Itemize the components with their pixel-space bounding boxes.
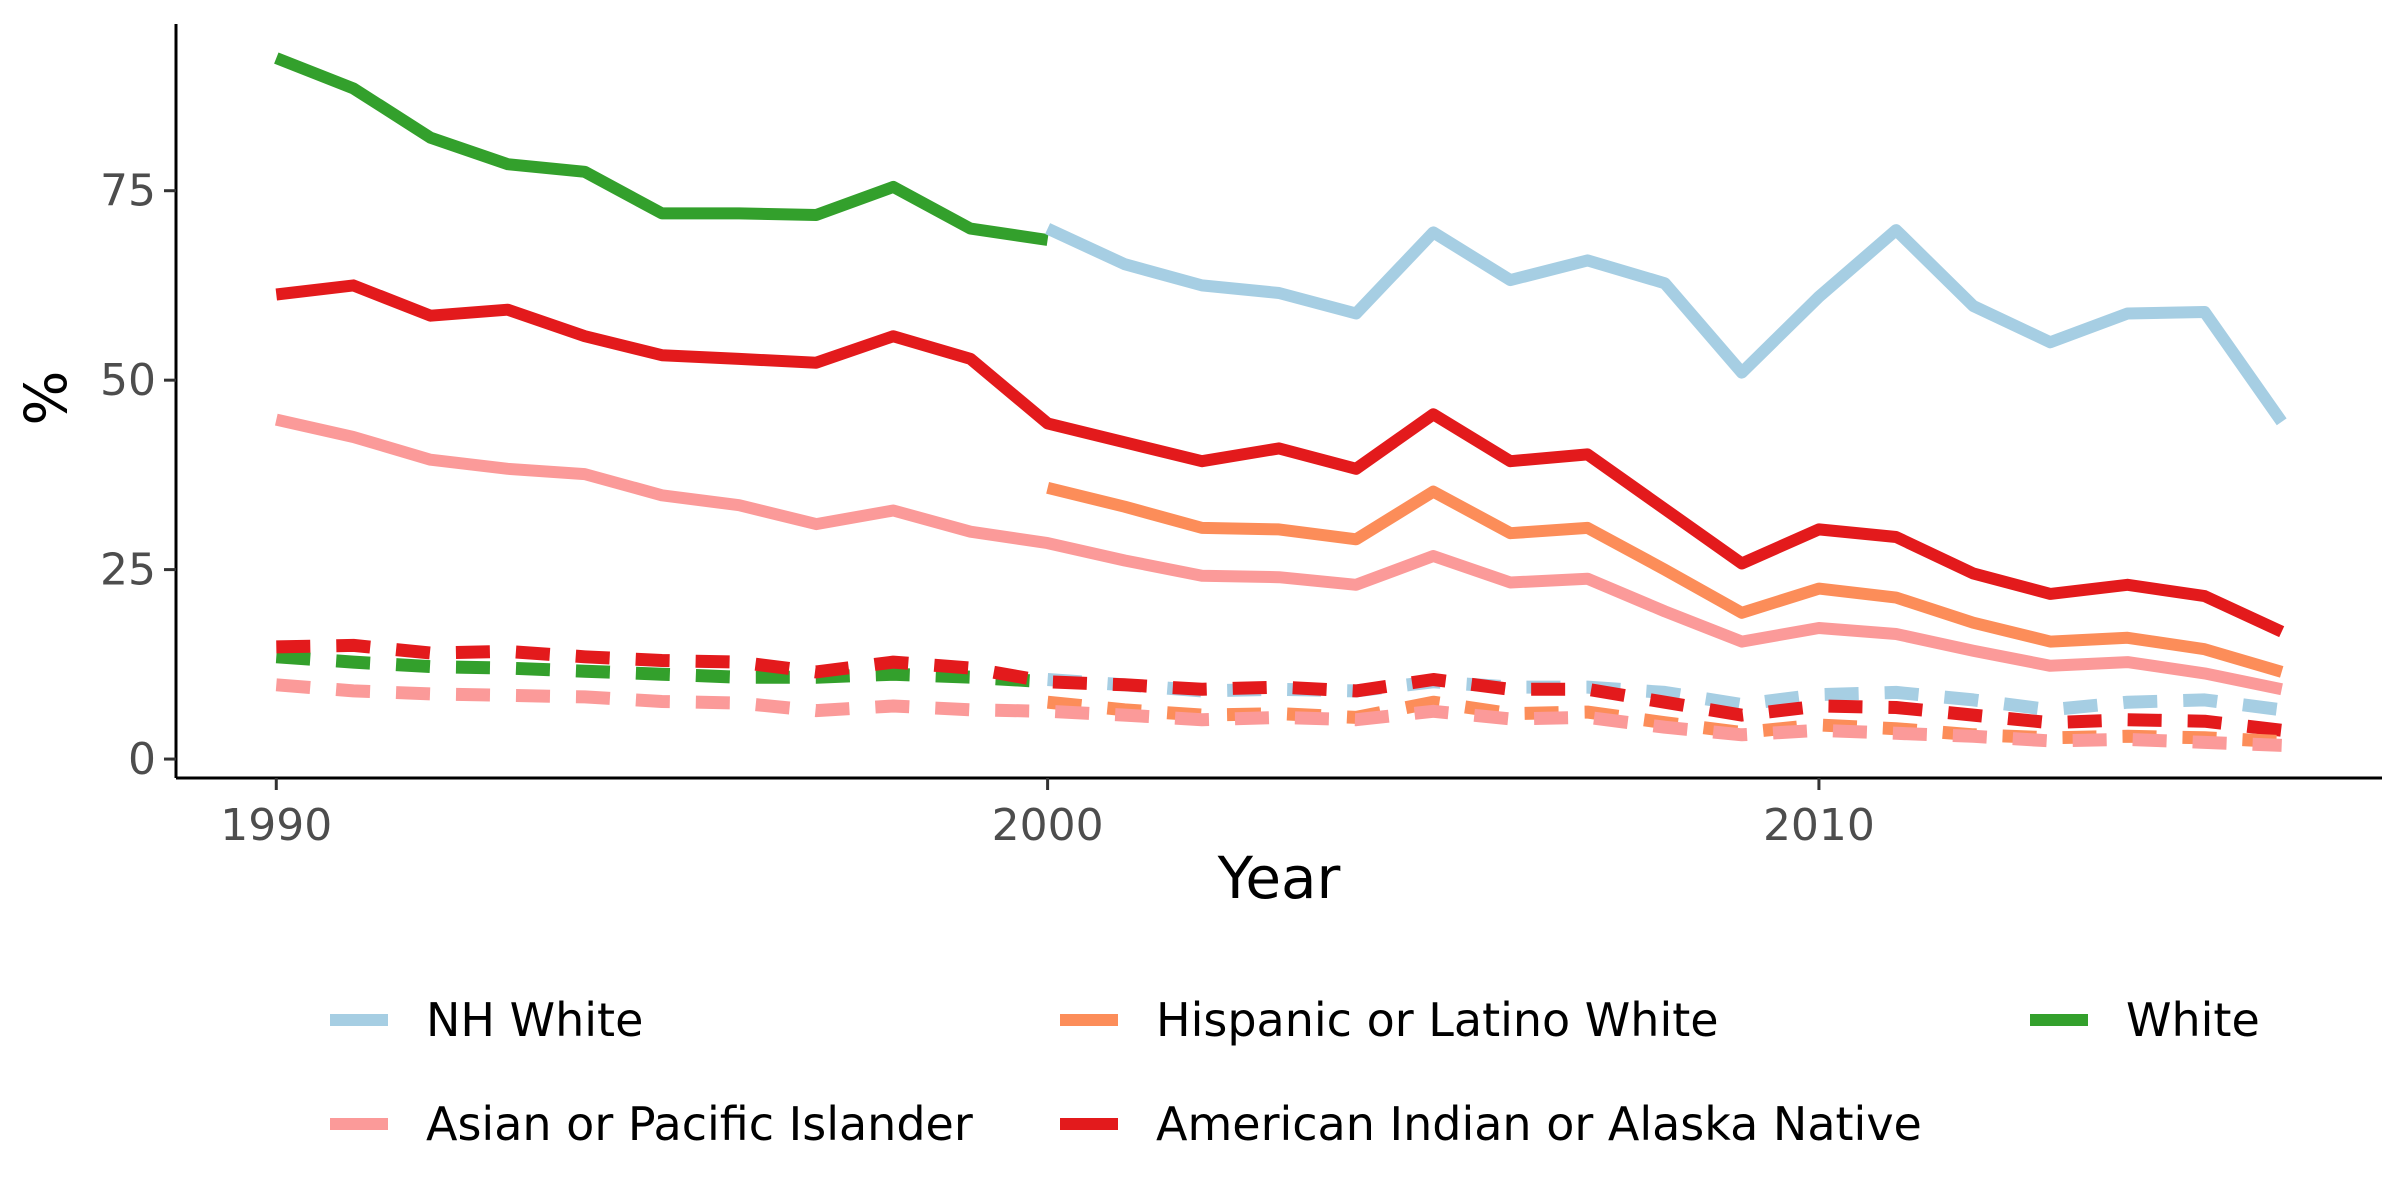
y-tick-label: 75 [100,166,156,217]
legend-item-hispanic-or-latino-white: Hispanic or Latino White [1060,993,1719,1047]
series-line-asian-or-pacific-islander-solid [274,413,2283,696]
series-line-hispanic-or-latino-white-solid [1046,481,2284,678]
series-line-american-indian-or-alaska-native-solid [275,279,2285,638]
legend-item-asian-or-pacific-islander: Asian or Pacific Islander [330,1097,973,1151]
y-tick-label: 0 [128,734,156,785]
y-tick-label: 50 [100,355,156,406]
y-axis-title: % [12,370,80,425]
axes: 1990 2000 2010 0 25 50 75 [100,24,2382,851]
legend-item-white: White [2030,993,2260,1047]
legend-label: Hispanic or Latino White [1156,993,1719,1047]
legend-label: White [2126,993,2260,1047]
series-line-white-dashed [275,650,1048,689]
legend-item-american-indian-or-alaska-native: American Indian or Alaska Native [1060,1097,1922,1151]
y-tick-label: 25 [100,545,156,596]
legend: NH White Hispanic or Latino White White Asi… [330,993,2260,1151]
y-ticks: 0 25 50 75 [100,166,176,785]
series-line-nh-white-solid [1045,223,2287,426]
x-axis-title: Year [1217,844,1341,912]
legend-item-nh-white: NH White [330,993,643,1047]
plot-lines [274,52,2287,752]
x-tick-label: 1990 [220,800,332,851]
legend-label: Asian or Pacific Islander [426,1097,973,1151]
legend-label: NH White [426,993,643,1047]
x-tick-label: 2010 [1763,800,1875,851]
x-ticks: 1990 2000 2010 [220,778,1875,851]
series-line-white-solid [274,52,1049,246]
legend-label: American Indian or Alaska Native [1156,1097,1922,1151]
x-tick-label: 2000 [992,800,1104,851]
